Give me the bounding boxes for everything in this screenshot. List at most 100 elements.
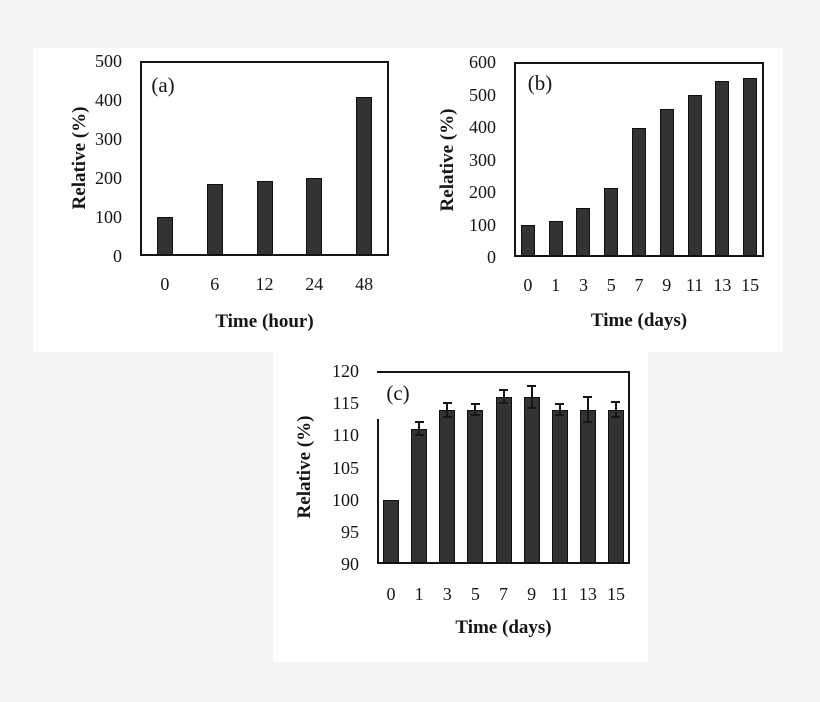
y-tick-label: 110 (332, 425, 359, 446)
x-tick-label: 6 (210, 274, 220, 294)
x-tick-label: 0 (523, 275, 533, 295)
bar-3 (576, 208, 591, 256)
x-tick-label: 3 (578, 275, 588, 295)
error-bar-whisker (502, 390, 505, 404)
x-tick-label: 11 (551, 584, 569, 604)
y-tick-label: 100 (332, 489, 359, 510)
error-bar-whisker (586, 396, 589, 423)
y-tick-label: 100 (469, 214, 496, 235)
error-bar-cap-top (499, 389, 508, 392)
x-tick-label: 12 (255, 274, 274, 294)
x-tick-label: 5 (470, 584, 480, 604)
error-bar-whisker (474, 404, 477, 415)
x-tick-label: 11 (685, 275, 704, 295)
bar-0 (383, 499, 400, 563)
error-bar-whisker (614, 401, 617, 418)
error-bar-cap-top (555, 402, 565, 405)
x-tick-label: 48 (355, 274, 374, 294)
bar-9 (659, 109, 674, 256)
error-bar-whisker (558, 403, 561, 416)
y-tick-label: 0 (487, 247, 496, 267)
x-tick-label: 15 (741, 275, 760, 295)
error-bar-cap-top (414, 421, 424, 424)
panel-label-b: (b) (527, 71, 553, 95)
x-tick-label: 9 (662, 275, 672, 295)
x-tick-label: 5 (606, 275, 616, 295)
y-tick-label: 115 (332, 393, 359, 414)
bar-9 (523, 396, 540, 563)
y-tick-label: 300 (469, 149, 496, 170)
x-tick-label: 13 (578, 584, 597, 604)
error-bar-whisker (418, 422, 421, 436)
x-tick-label: 1 (414, 584, 424, 604)
error-bar-cap-top (527, 384, 537, 387)
y-tick-label: 400 (469, 117, 496, 137)
error-bar-cap-bottom (442, 415, 452, 418)
x-tick-label: 7 (634, 275, 644, 295)
y-tick-label: 500 (469, 84, 496, 105)
y-tick-label: 120 (332, 361, 359, 381)
x-tick-label: 9 (527, 584, 537, 604)
y-tick-label: 200 (95, 168, 122, 188)
bar-5 (467, 409, 484, 563)
y-tick-label: 0 (113, 246, 122, 266)
y-axis-line-partial (377, 419, 379, 564)
x-tick-label: 24 (305, 274, 324, 294)
error-bar-whisker (446, 402, 449, 417)
y-tick-label: 400 (95, 90, 122, 110)
bar-3 (439, 409, 456, 563)
y-axis-title-c: Relative (%) (294, 415, 315, 519)
bar-1 (548, 220, 563, 256)
bar-0 (520, 224, 535, 256)
bar-15 (743, 78, 758, 256)
x-tick-label: 1 (551, 275, 561, 295)
y-tick-label: 105 (332, 457, 359, 478)
x-tick-label: 3 (442, 584, 452, 604)
y-tick-label: 500 (95, 51, 122, 71)
error-bar-cap-bottom (414, 434, 424, 437)
y-tick-label: 95 (341, 521, 359, 542)
x-tick-label: 7 (499, 584, 508, 604)
x-axis-title-c: Time (days) (455, 617, 552, 638)
y-tick-label: 200 (469, 182, 496, 202)
bar-1 (411, 428, 428, 563)
bar-13 (579, 409, 596, 563)
bar-7 (632, 127, 646, 256)
y-tick-label: 300 (95, 129, 122, 149)
x-axis-title-b: Time (days) (590, 310, 688, 331)
error-bar-cap-bottom (555, 414, 565, 417)
bar-11 (551, 409, 568, 563)
error-bar-whisker (530, 385, 533, 408)
x-tick-label: 13 (713, 275, 732, 295)
bar-7 (495, 396, 512, 563)
x-tick-label: 0 (160, 274, 170, 294)
error-bar-cap-top (442, 401, 452, 404)
bar-6 (206, 183, 223, 255)
x-axis-title-a: Time (hour) (215, 311, 314, 332)
panel-label-a: (a) (151, 73, 175, 97)
y-tick-label: 90 (341, 554, 359, 574)
bar-24 (306, 178, 323, 255)
error-bar-cap-top (611, 400, 621, 403)
x-tick-label: 15 (606, 584, 625, 604)
error-bar-cap-top (583, 395, 593, 398)
error-bar-cap-bottom (527, 406, 537, 409)
bar-48 (356, 96, 373, 255)
y-tick-label: 100 (95, 207, 122, 227)
y-tick-label: 600 (469, 52, 496, 72)
bar-15 (607, 409, 624, 563)
bar-5 (604, 188, 619, 256)
bar-12 (256, 181, 273, 255)
bar-0 (156, 217, 173, 255)
error-bar-cap-bottom (611, 416, 621, 419)
y-axis-title-a: Relative (%) (69, 106, 90, 210)
y-axis-title-b: Relative (%) (437, 108, 458, 212)
error-bar-cap-bottom (470, 413, 480, 416)
bar-13 (715, 80, 730, 256)
error-bar-cap-bottom (583, 421, 593, 424)
bar-11 (687, 94, 702, 256)
x-tick-label: 0 (386, 584, 396, 604)
error-bar-cap-bottom (499, 402, 508, 405)
panel-label-c: (c) (386, 381, 410, 405)
